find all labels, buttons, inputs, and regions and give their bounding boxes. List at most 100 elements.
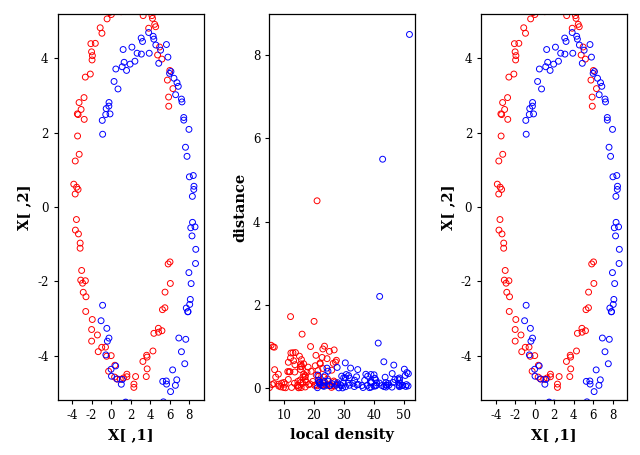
Point: [183, 308, 193, 315]
Point: [141, 352, 152, 359]
Point: [604, 336, 614, 343]
Point: [349, 377, 360, 384]
Point: [374, 293, 385, 300]
X-axis label: X[ ,1]: X[ ,1]: [108, 428, 154, 442]
Point: [287, 384, 297, 391]
Point: [161, 41, 172, 48]
Point: [122, 67, 132, 74]
Point: [280, 380, 291, 388]
Point: [534, 362, 545, 369]
Point: [560, 408, 570, 415]
Point: [188, 172, 198, 179]
Point: [90, 40, 100, 47]
Point: [73, 111, 83, 118]
Point: [496, 132, 506, 140]
Point: [122, 400, 132, 407]
Point: [87, 316, 97, 323]
Point: [313, 367, 323, 374]
Point: [100, 344, 111, 351]
Point: [330, 359, 340, 366]
Point: [295, 363, 305, 370]
Point: [148, 330, 159, 337]
Point: [606, 308, 616, 315]
Point: [552, 384, 563, 391]
Point: [559, 0, 569, 7]
Point: [170, 382, 180, 389]
Point: [563, 0, 573, 5]
Point: [100, 351, 111, 359]
Point: [163, 76, 173, 84]
Point: [510, 338, 520, 345]
Point: [180, 360, 190, 367]
Point: [168, 366, 178, 374]
Point: [106, 352, 116, 359]
Point: [504, 308, 515, 315]
Point: [302, 369, 312, 376]
Point: [528, 9, 538, 16]
Point: [330, 382, 340, 389]
Point: [600, 348, 610, 355]
Point: [608, 173, 618, 181]
Point: [130, 58, 140, 65]
Point: [295, 376, 305, 384]
Point: [131, 373, 141, 380]
Point: [554, 373, 564, 380]
Point: [71, 216, 81, 223]
Point: [308, 378, 318, 385]
Point: [591, 366, 602, 374]
Point: [118, 374, 129, 382]
Point: [296, 360, 306, 368]
Point: [312, 197, 322, 204]
Point: [544, 399, 554, 406]
Point: [527, 334, 538, 342]
Point: [148, 413, 158, 420]
Point: [104, 102, 114, 110]
Point: [106, 6, 116, 13]
Point: [330, 379, 340, 386]
Point: [173, 83, 184, 90]
Point: [556, 407, 566, 415]
Point: [147, 15, 157, 22]
Point: [495, 216, 505, 223]
Point: [380, 374, 390, 381]
Point: [572, 347, 582, 354]
Point: [381, 379, 391, 386]
Point: [300, 372, 310, 379]
Point: [577, 325, 587, 332]
Point: [600, 96, 610, 103]
Point: [165, 258, 175, 266]
Point: [370, 374, 380, 382]
Point: [326, 384, 337, 391]
Y-axis label: distance: distance: [234, 172, 247, 242]
Point: [135, 0, 145, 7]
Point: [339, 374, 349, 381]
Point: [165, 280, 175, 287]
Point: [567, 405, 577, 412]
Point: [79, 94, 89, 101]
Point: [85, 71, 95, 78]
Point: [545, 400, 556, 407]
Point: [81, 308, 91, 315]
Point: [86, 338, 97, 345]
Point: [170, 91, 180, 98]
Point: [337, 384, 348, 392]
Point: [295, 366, 305, 373]
Point: [324, 382, 335, 389]
Point: [326, 367, 337, 374]
Point: [568, 50, 578, 57]
Point: [602, 114, 612, 121]
Point: [296, 384, 306, 391]
Point: [322, 355, 332, 362]
Point: [152, 405, 163, 412]
Point: [297, 330, 307, 338]
Point: [137, 414, 147, 421]
Point: [337, 382, 347, 389]
Point: [154, 329, 164, 336]
Point: [551, 0, 561, 3]
Point: [332, 364, 342, 371]
Point: [284, 368, 294, 375]
Point: [387, 384, 397, 391]
Point: [164, 70, 175, 77]
Point: [536, 86, 547, 93]
Point: [504, 293, 515, 300]
